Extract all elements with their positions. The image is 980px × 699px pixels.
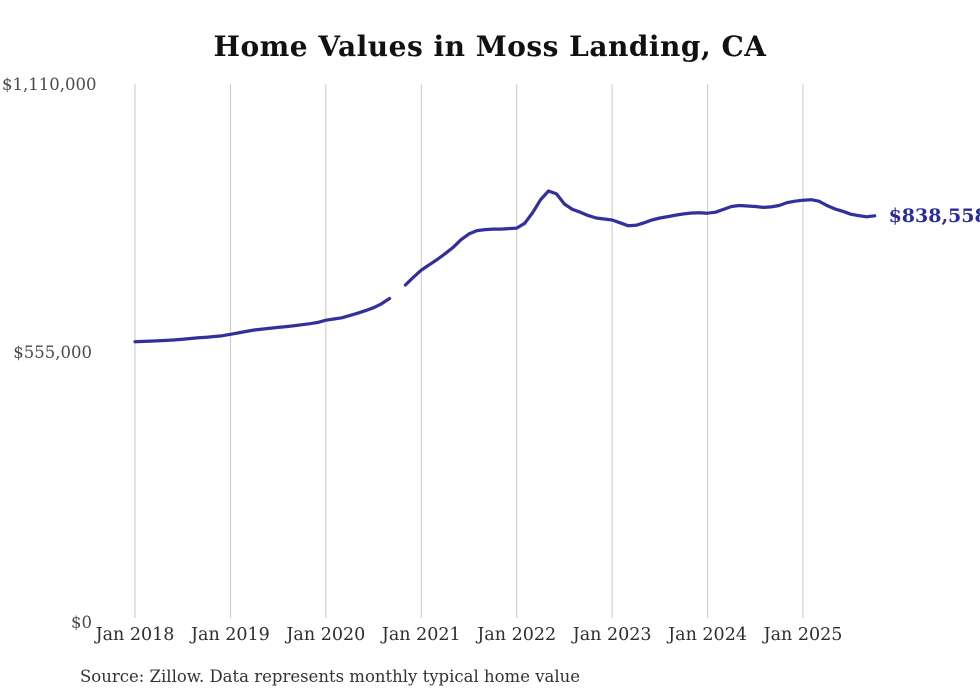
- x-tick-label: Jan 2019: [191, 625, 270, 645]
- x-tick-label: Jan 2020: [286, 625, 366, 645]
- home-value-line-group: [133, 189, 877, 344]
- gridlines-group: [134, 84, 804, 618]
- x-tick-label: Jan 2025: [763, 625, 843, 645]
- y-tick-label: $0: [71, 613, 92, 632]
- chart-title: Home Values in Moss Landing, CA: [213, 30, 767, 63]
- y-tick-label: $555,000: [13, 342, 92, 362]
- home-value-line-segment: [403, 189, 877, 287]
- x-tick-label: Jan 2018: [95, 625, 175, 645]
- latest-value-label: $838,558: [888, 204, 980, 227]
- x-tick-label: Jan 2021: [381, 625, 461, 645]
- x-tick-label: Jan 2023: [572, 625, 652, 645]
- x-tick-label: Jan 2024: [668, 625, 747, 645]
- x-tick-label: Jan 2022: [477, 625, 557, 645]
- y-tick-label: $1,110,000: [2, 75, 97, 94]
- source-note: Source: Zillow. Data represents monthly …: [80, 667, 581, 686]
- home-value-line-segment: [133, 296, 392, 344]
